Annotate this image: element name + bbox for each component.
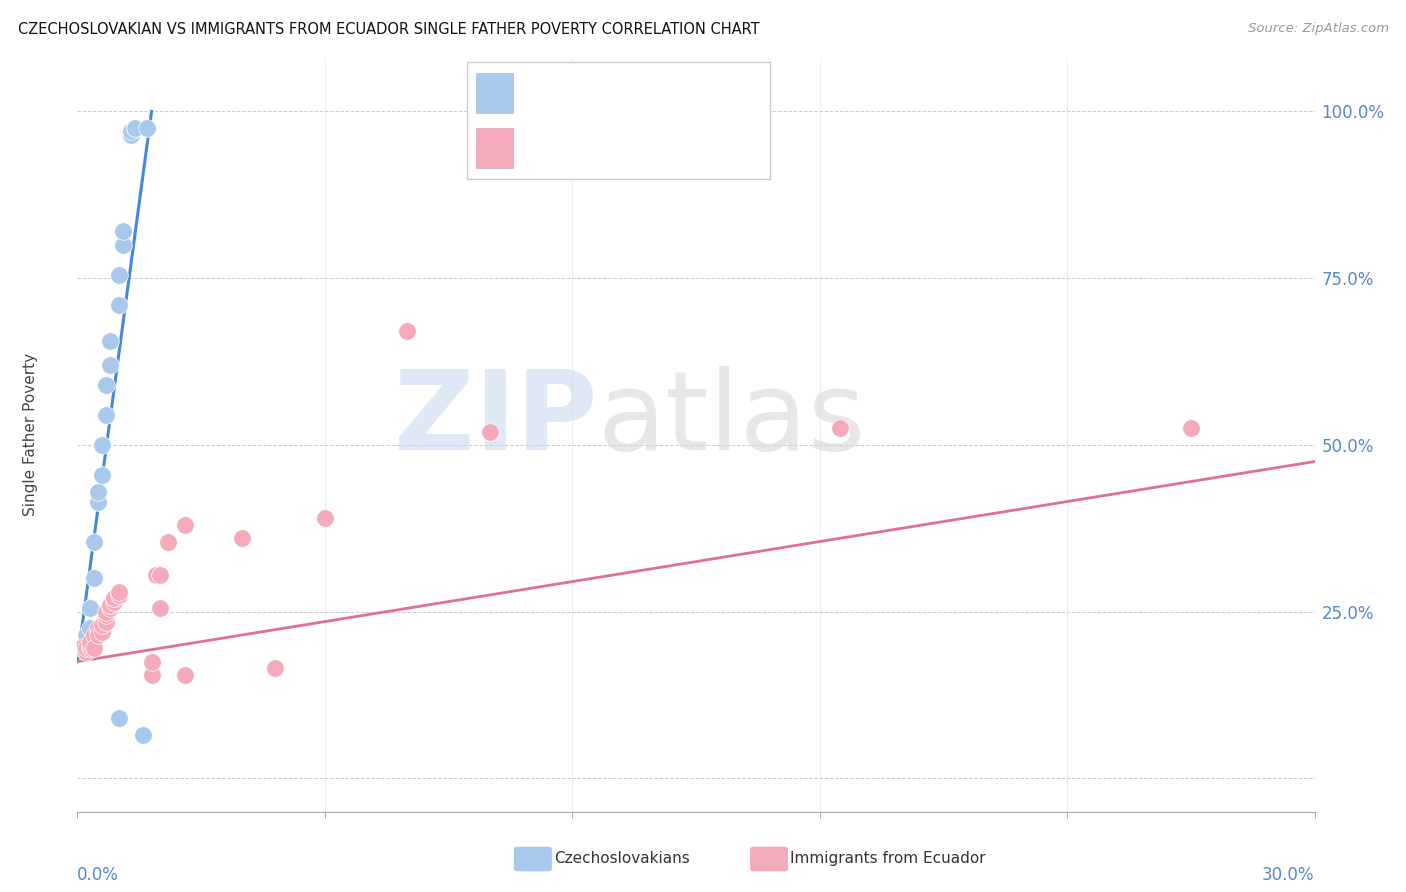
Point [96, 377, 118, 392]
Text: Single Father Poverty: Single Father Poverty [22, 353, 38, 516]
Point [79, 621, 101, 635]
Point [231, 531, 253, 545]
Point [830, 421, 852, 435]
Point [70, 641, 93, 656]
Point [98, 334, 121, 349]
Point [87, 484, 110, 499]
Point [96, 605, 118, 619]
Point [98, 598, 121, 612]
Text: 30.0%: 30.0% [1263, 866, 1315, 884]
Point [83, 571, 105, 585]
Point [96, 408, 118, 422]
Point [87, 621, 110, 635]
Point [83, 628, 105, 642]
Point [111, 237, 134, 252]
Point [149, 601, 172, 615]
Point [396, 325, 419, 339]
Point [79, 634, 101, 648]
Point [111, 224, 134, 238]
Point [91, 438, 114, 452]
Point [83, 534, 105, 549]
Point [75, 634, 97, 648]
Point [120, 128, 142, 142]
Point [87, 624, 110, 639]
Point [87, 494, 110, 508]
Point [98, 601, 121, 615]
Point [91, 618, 114, 632]
Point [145, 568, 167, 582]
Point [478, 425, 501, 439]
Point [79, 641, 101, 656]
Point [96, 607, 118, 622]
Point [157, 534, 180, 549]
Point [87, 628, 110, 642]
Point [1180, 421, 1202, 435]
Point [98, 598, 121, 612]
Point [75, 641, 97, 656]
Text: atlas: atlas [598, 367, 866, 474]
Point [173, 668, 195, 682]
Point [136, 121, 159, 136]
Point [141, 655, 163, 669]
Point [103, 591, 125, 606]
Text: Source: ZipAtlas.com: Source: ZipAtlas.com [1249, 22, 1389, 36]
Text: Immigrants from Ecuador: Immigrants from Ecuador [790, 851, 986, 865]
Point [79, 601, 101, 615]
Point [107, 588, 129, 602]
Point [103, 594, 125, 608]
Text: CZECHOSLOVAKIAN VS IMMIGRANTS FROM ECUADOR SINGLE FATHER POVERTY CORRELATION CHA: CZECHOSLOVAKIAN VS IMMIGRANTS FROM ECUAD… [18, 22, 759, 37]
Point [75, 628, 97, 642]
Point [314, 511, 336, 525]
Text: Czechoslovakians: Czechoslovakians [554, 851, 690, 865]
Point [120, 124, 142, 138]
Point [103, 591, 125, 606]
Point [91, 467, 114, 482]
Point [107, 711, 129, 725]
Point [91, 624, 114, 639]
Point [107, 298, 129, 312]
Point [141, 668, 163, 682]
Point [83, 641, 105, 656]
Point [75, 641, 97, 656]
Point [107, 268, 129, 282]
Point [149, 568, 172, 582]
Point [79, 638, 101, 652]
Point [98, 358, 121, 372]
Point [173, 517, 195, 532]
Point [75, 645, 97, 659]
Text: ZIP: ZIP [394, 367, 598, 474]
Point [132, 728, 155, 742]
Point [264, 661, 287, 675]
Point [124, 121, 146, 136]
Point [96, 615, 118, 629]
Point [107, 584, 129, 599]
Text: 0.0%: 0.0% [77, 866, 120, 884]
Point [124, 121, 146, 136]
